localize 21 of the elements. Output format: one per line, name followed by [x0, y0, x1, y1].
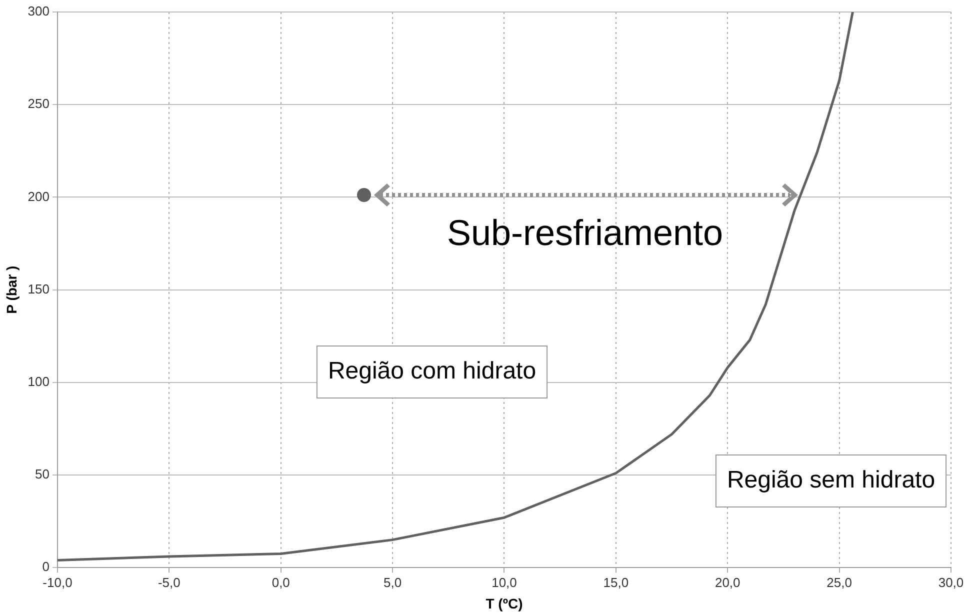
y-tick-label: 300: [28, 4, 50, 19]
annotation: Sub-resfriamento: [446, 212, 724, 253]
annotation: Região com hidrato: [328, 358, 536, 385]
y-tick-label: 50: [35, 466, 50, 482]
y-tick-label: 250: [28, 96, 50, 112]
x-tick-label: -5,0: [158, 574, 180, 590]
x-tick-label: 5,0: [384, 574, 402, 590]
y-axis-title: P (bar ): [3, 266, 20, 314]
y-tick-label: 0: [42, 559, 50, 574]
x-tick-label: 10,0: [492, 574, 517, 590]
x-tick-label: 30,0: [938, 574, 964, 590]
y-tick-label: 100: [28, 374, 50, 389]
x-tick-label: 15,0: [603, 574, 629, 590]
x-tick-label: 0,0: [272, 574, 290, 590]
x-tick-label: 20,0: [714, 574, 740, 590]
x-tick-label: -10,0: [42, 574, 72, 590]
x-axis-title: T (ºC): [486, 595, 523, 612]
y-tick-label: 200: [28, 188, 50, 204]
annotation: Região sem hidrato: [726, 466, 936, 494]
y-tick-label: 150: [28, 281, 50, 296]
x-tick-label: 25,0: [826, 574, 852, 590]
